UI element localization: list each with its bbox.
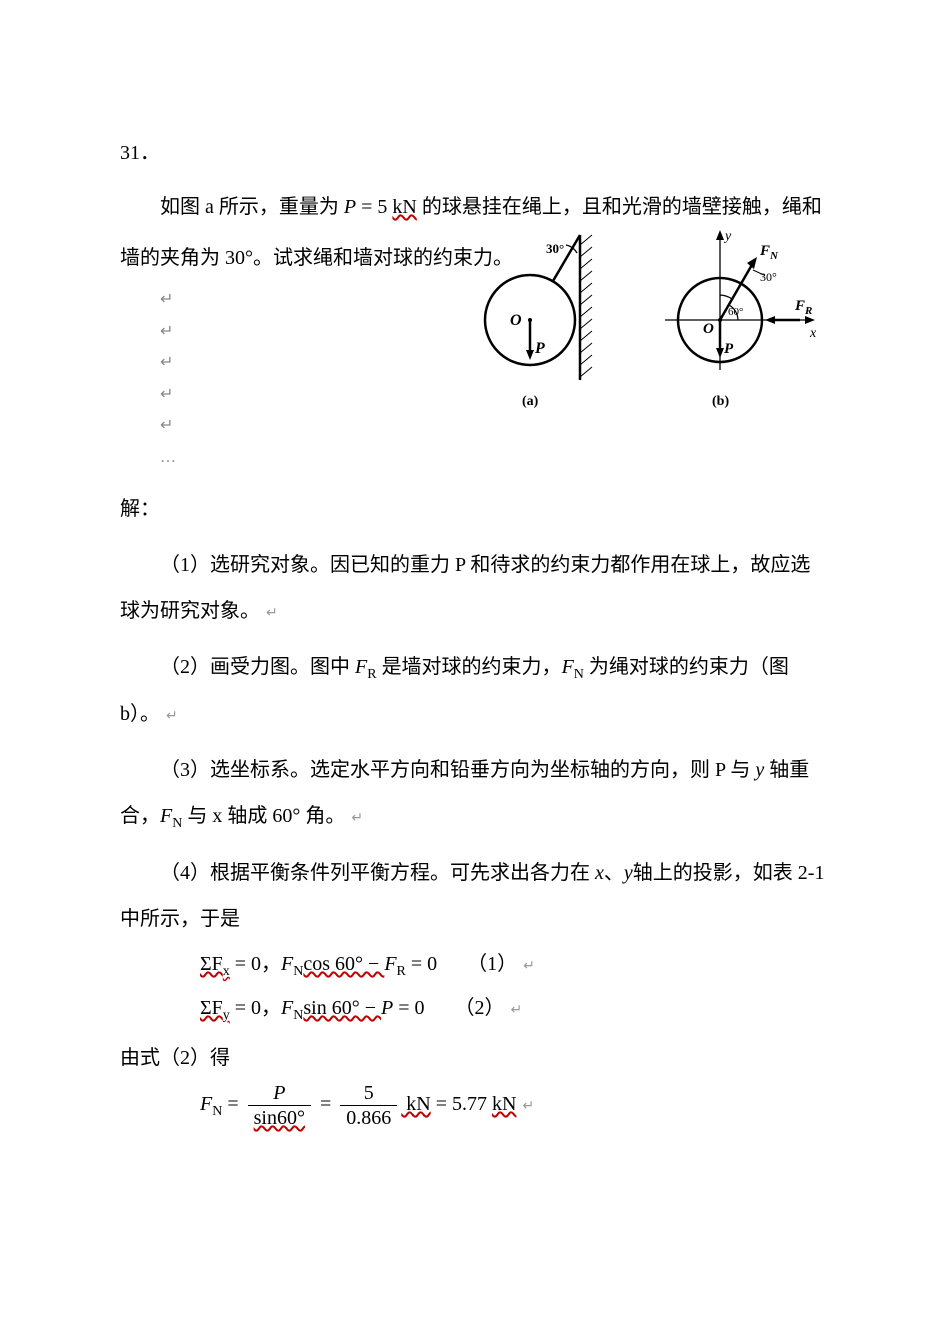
var-P: P: [344, 196, 356, 218]
d-fn-sub: N: [212, 1104, 222, 1119]
svg-text:FR: FR: [794, 298, 812, 317]
sigma-fy: ΣFy: [200, 997, 230, 1019]
d-mid: =: [315, 1093, 336, 1115]
frac1-den: sin60°: [248, 1106, 311, 1130]
figure-b: y x O FN 30° 60°: [665, 229, 817, 409]
eq1-fn-sub: N: [293, 964, 303, 979]
d-unit: kN: [401, 1093, 430, 1115]
step-1: （1）选研究对象。因已知的重力 P 和待求的约束力都作用在球上，故应选球为研究对…: [120, 542, 825, 634]
d-val: = 5.77: [431, 1093, 492, 1115]
eq1-cos: cos 60° −: [303, 953, 384, 975]
step-4: （4）根据平衡条件列平衡方程。可先求出各力在 x、y轴上的投影，如表 2-1中所…: [120, 850, 825, 942]
svg-text:y: y: [723, 229, 732, 244]
eq2-num: （2）: [455, 997, 505, 1019]
eq1-fr-sub: R: [397, 964, 406, 979]
solution-label: 解：: [120, 486, 825, 532]
ellipsis-mark: …: [160, 445, 825, 471]
d-fn: F: [200, 1093, 212, 1115]
step2-mid: 是墙对球的约束力，: [377, 656, 562, 678]
sub-R: R: [367, 667, 376, 682]
step4-pre: （4）根据平衡条件列平衡方程。可先求出各力在: [160, 862, 595, 884]
fraction-1: Psin60°: [248, 1081, 311, 1130]
svg-text:30°: 30°: [546, 241, 564, 256]
frac2-den: 0.866: [340, 1106, 397, 1130]
frac1-num: P: [248, 1081, 311, 1106]
step3-pre: （3）选坐标系。选定水平方向和铅垂方向为坐标轴的方向，则 P 与: [160, 759, 755, 781]
svg-text:60°: 60°: [728, 306, 743, 318]
return-mark: ↵: [511, 1003, 523, 1018]
eq1-end: = 0: [406, 953, 437, 975]
equation-block: ΣFx = 0，FNcos 60° − FR = 0（1）↵ ΣFy = 0，F…: [200, 944, 825, 1030]
return-mark: ↵: [160, 413, 825, 439]
step-2: （2）画受力图。图中 FR 是墙对球的约束力，FN 为绳对球的约束力（图 b）。…: [120, 644, 825, 737]
figure-a: 30° O P (a): [485, 235, 592, 409]
svg-text:(a): (a): [522, 394, 539, 409]
var-FN2: F: [160, 805, 172, 827]
eq2-fn-sub: N: [293, 1008, 303, 1023]
var-FN: F: [562, 656, 574, 678]
eq1-zero: = 0，: [230, 953, 281, 975]
return-mark: ↵: [522, 1099, 534, 1114]
svg-text:x: x: [809, 326, 817, 341]
derive-equation: FN = Psin60° = 50.866 kN = 5.77 kN ↵: [200, 1081, 825, 1130]
step2-pre: （2）画受力图。图中: [160, 656, 355, 678]
equation-1: ΣFx = 0，FNcos 60° − FR = 0（1）↵: [200, 944, 825, 986]
eq2-sin: sin 60° −: [303, 997, 381, 1019]
dot: 、: [604, 862, 624, 884]
sub-N: N: [574, 667, 584, 682]
eq2-p: P: [381, 997, 393, 1019]
var-FR: F: [355, 656, 367, 678]
eq1-fr: F: [384, 953, 396, 975]
sub-N2: N: [172, 816, 182, 831]
eq2-zero: = 0，: [230, 997, 281, 1019]
problem-number: 31．: [120, 130, 825, 176]
step-3: （3）选坐标系。选定水平方向和铅垂方向为坐标轴的方向，则 P 与 y 轴重合，F…: [120, 747, 825, 840]
var-x: x: [595, 862, 604, 884]
frac2-num: 5: [340, 1081, 397, 1106]
svg-text:O: O: [703, 321, 714, 337]
svg-text:30°: 30°: [760, 270, 777, 284]
return-mark: ↵: [523, 959, 535, 974]
text-post: 的球悬挂在绳上，且和光滑的墙壁接触，绳和: [417, 196, 822, 218]
step1-text: （1）选研究对象。因已知的重力 P 和待求的约束力都作用在球上，故应选球为研究对…: [120, 554, 810, 622]
eq2-fn: F: [281, 997, 293, 1019]
var-y: y: [755, 759, 764, 781]
equation-2: ΣFy = 0，FNsin 60° − P = 0 （2） ↵: [200, 988, 825, 1030]
figure-container: 30° O P (a) y x O: [450, 225, 830, 415]
step3-post: 与 x 轴成 60° 角。: [182, 805, 345, 827]
svg-text:(b): (b): [712, 394, 729, 409]
eq-sign: = 5: [356, 196, 392, 218]
svg-text:FN: FN: [759, 243, 779, 262]
svg-text:P: P: [534, 340, 545, 357]
var-y2: y: [624, 862, 633, 884]
derive-label: 由式（2）得: [120, 1035, 825, 1081]
text-pre: 如图 a 所示，重量为: [160, 196, 344, 218]
unit-kn: kN: [392, 196, 416, 218]
eq2-end: = 0: [393, 997, 424, 1019]
figure-svg: 30° O P (a) y x O: [450, 225, 830, 415]
return-mark: ↵: [351, 811, 363, 826]
return-mark: ↵: [166, 709, 178, 724]
return-mark: ↵: [266, 606, 278, 621]
fraction-2: 50.866: [340, 1081, 397, 1130]
eq1-fn: F: [281, 953, 293, 975]
d-eq1: =: [222, 1093, 243, 1115]
eq1-num: （1）: [467, 953, 517, 975]
sigma-fx: ΣFx: [200, 953, 230, 975]
problem-statement-line1: 如图 a 所示，重量为 P = 5 kN 的球悬挂在绳上，且和光滑的墙壁接触，绳…: [120, 184, 825, 230]
svg-text:O: O: [510, 312, 522, 329]
d-unit2: kN: [492, 1093, 516, 1115]
svg-text:P: P: [724, 341, 734, 357]
